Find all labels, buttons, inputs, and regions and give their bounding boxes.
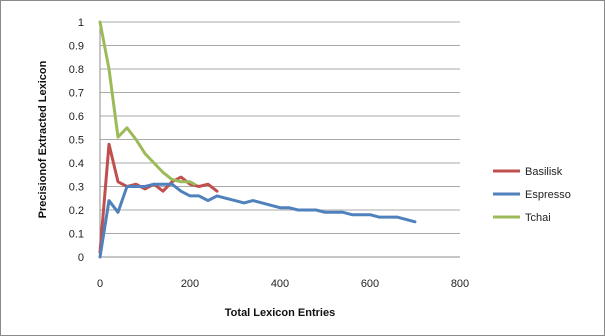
series-line-tchai (98, 20, 196, 186)
series-lines (98, 20, 417, 259)
axes (99, 22, 460, 258)
y-tick-label: 0.2 (69, 205, 84, 217)
legend: Basilisk Espresso Tchai (493, 166, 571, 224)
series-line-basilisk (98, 142, 219, 254)
legend-label-tchai: Tchai (525, 212, 551, 224)
legend-label-espresso: Espresso (525, 189, 571, 201)
x-tick-label: 800 (451, 278, 469, 290)
y-tick-label: 0 (78, 252, 84, 264)
x-tick-label: 400 (271, 278, 289, 290)
x-tick-label: 600 (361, 278, 379, 290)
y-tick-label: 0.5 (69, 135, 84, 147)
y-tick-label: 0.6 (69, 111, 84, 123)
y-axis-title: Precisionof Extracted Lexicon (37, 60, 49, 218)
series-line-espresso (98, 182, 417, 259)
y-tick-label: 0.8 (69, 64, 84, 76)
y-tick-labels: 0 0.1 0.2 0.3 0.4 0.5 0.6 0.7 0.8 0.9 1 (69, 17, 84, 264)
x-tick-labels: 0 200 400 600 800 (97, 278, 469, 290)
x-axis-title: Total Lexicon Entries (225, 307, 335, 319)
legend-label-basilisk: Basilisk (525, 166, 563, 178)
y-tick-label: 0.3 (69, 182, 84, 194)
gridlines (100, 21, 460, 234)
y-tick-label: 0.1 (69, 229, 84, 241)
y-tick-label: 0.4 (69, 158, 84, 170)
x-tick-label: 200 (181, 278, 199, 290)
y-tick-label: 0.7 (69, 88, 84, 100)
x-tick-label: 0 (97, 278, 103, 290)
y-tick-label: 1 (78, 17, 84, 29)
y-tick-label: 0.9 (69, 41, 84, 53)
